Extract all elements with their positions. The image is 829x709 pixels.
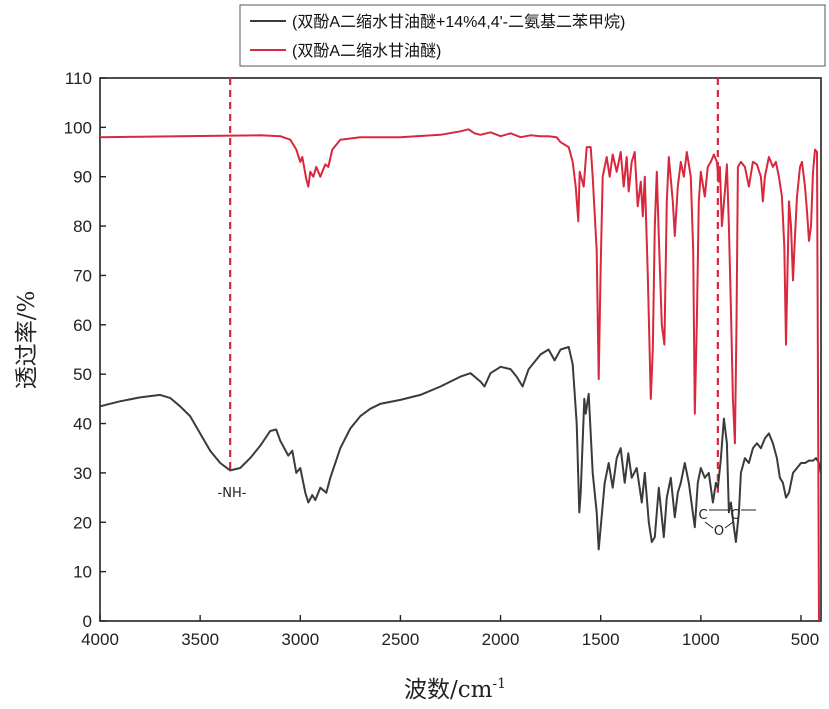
y-tick-label: 90 xyxy=(73,168,92,187)
x-tick-label: 4000 xyxy=(81,630,119,649)
x-tick-label: 2500 xyxy=(382,630,420,649)
x-tick-label: 3500 xyxy=(181,630,219,649)
x-axis: 4000 3500 3000 2500 2000 1500 1000 500 xyxy=(81,615,819,649)
y-tick-label: 110 xyxy=(65,69,92,88)
annotation-coc-right-c: C xyxy=(730,508,739,523)
x-tick-label: 1500 xyxy=(582,630,620,649)
y-tick-label: 30 xyxy=(73,464,92,483)
y-tick-label: 50 xyxy=(73,365,92,384)
annotation-coc-bond-right-o xyxy=(724,521,734,529)
legend: (双酚A二缩水甘油醚+14%4,4'-二氨基二苯甲烷) (双酚A二缩水甘油醚) xyxy=(239,4,826,67)
reference-lines xyxy=(229,78,719,493)
y-axis-title: 透过率/% xyxy=(14,291,40,390)
plot-frame xyxy=(99,77,822,622)
legend-box xyxy=(239,4,826,67)
x-axis-title: 波数/cm-1 xyxy=(404,676,506,703)
annotation-coc-o: O xyxy=(714,524,724,539)
x-tick-label: 500 xyxy=(791,630,819,649)
y-tick-label: 10 xyxy=(73,563,92,582)
y-tick-label: 100 xyxy=(64,118,92,137)
x-tick-label: 2000 xyxy=(482,630,520,649)
legend-label-diamine: (双酚A二缩水甘油醚+14%4,4'-二氨基二苯甲烷) xyxy=(292,13,625,31)
series-line-diamine xyxy=(99,346,822,551)
legend-label-epoxy: (双酚A二缩水甘油醚) xyxy=(292,42,441,60)
y-tick-label: 60 xyxy=(73,316,92,335)
y-tick-label: 70 xyxy=(73,266,92,285)
y-tick-label: 80 xyxy=(73,217,92,236)
annotation-coc: C C O xyxy=(698,508,756,539)
annotation-coc-left-c: C xyxy=(698,508,707,523)
y-tick-label: 40 xyxy=(73,415,92,434)
annotation-coc-bond-left-o xyxy=(704,521,714,529)
series-line-epoxy xyxy=(99,128,820,622)
annotation-nh: -NH- xyxy=(218,486,247,501)
x-tick-label: 3000 xyxy=(281,630,319,649)
y-axis: 0 10 20 30 40 50 60 70 80 90 100 110 xyxy=(64,69,106,631)
x-tick-label: 1000 xyxy=(682,630,720,649)
y-tick-label: 20 xyxy=(73,513,92,532)
y-tick-label: 0 xyxy=(83,612,92,631)
